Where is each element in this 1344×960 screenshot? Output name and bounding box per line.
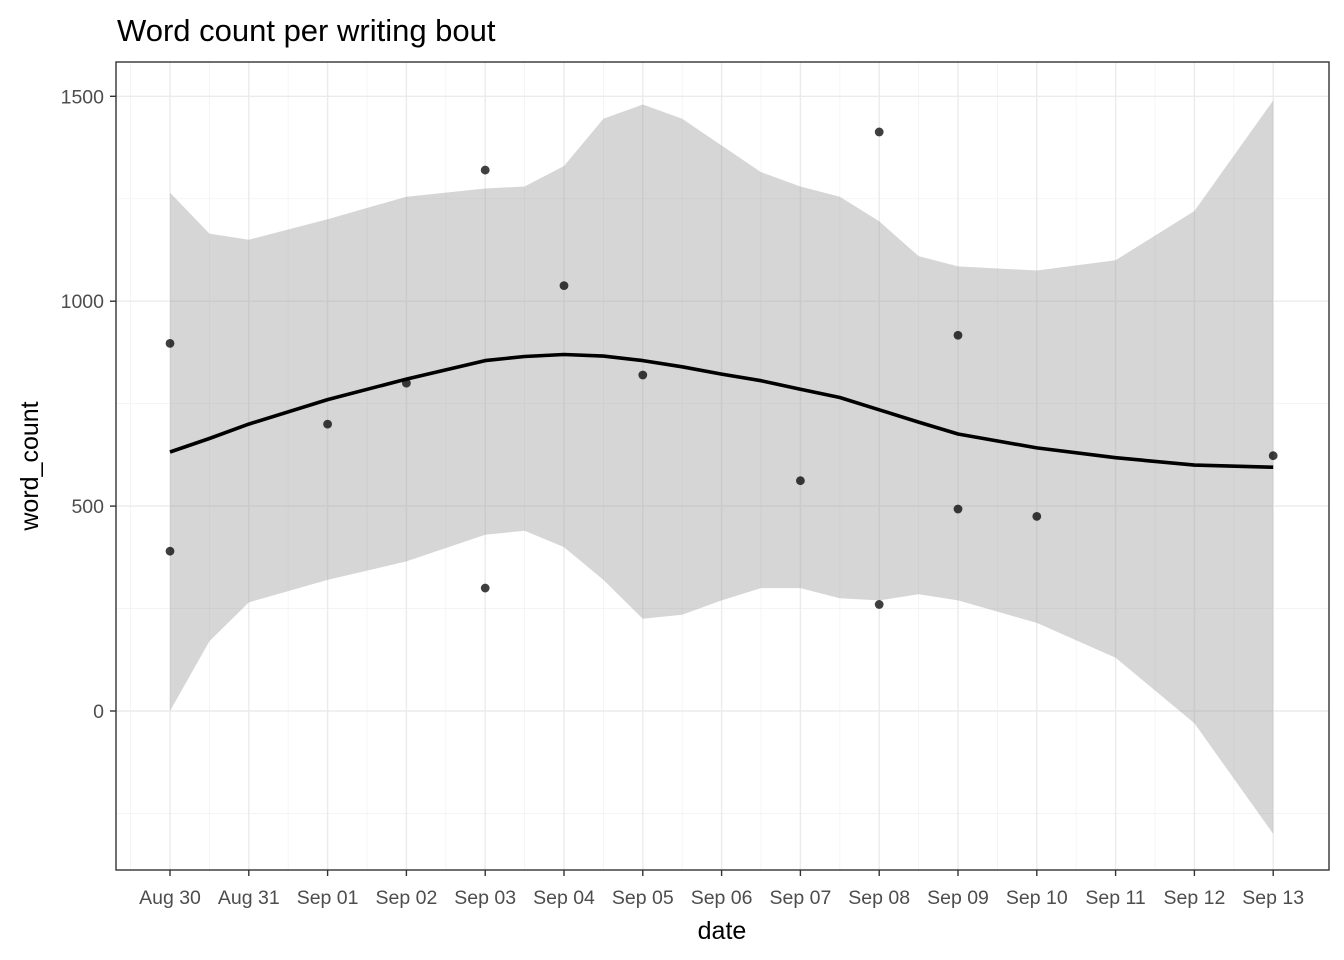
x-tick-label: Sep 02 xyxy=(375,887,437,909)
y-tick-label: 0 xyxy=(93,701,104,723)
confidence-ribbon xyxy=(170,100,1274,834)
x-tick-label: Sep 13 xyxy=(1242,887,1304,909)
data-points xyxy=(165,127,1278,609)
y-tick-label: 500 xyxy=(71,496,104,518)
x-tick-label: Sep 05 xyxy=(612,887,674,909)
x-tick-label: Sep 12 xyxy=(1163,887,1225,909)
data-point xyxy=(1268,451,1278,461)
data-point xyxy=(559,281,569,291)
smooth-trend-line xyxy=(169,352,1274,469)
y-tick-label: 1000 xyxy=(61,291,105,313)
x-tick-label: Sep 06 xyxy=(691,887,753,909)
y-axis: 0 500 1000 1500 xyxy=(61,86,116,723)
data-point xyxy=(165,339,175,348)
data-point xyxy=(953,504,963,514)
x-tick-label: Sep 09 xyxy=(927,887,989,909)
data-point xyxy=(402,378,411,388)
data-point xyxy=(480,583,490,593)
data-point xyxy=(638,370,648,380)
panel-border xyxy=(115,61,1330,871)
chart-title: Word count per writing bout xyxy=(117,13,496,48)
data-point xyxy=(1032,511,1042,521)
x-tick-label: Sep 08 xyxy=(848,887,910,909)
minor-gridlines xyxy=(116,62,1329,870)
data-point xyxy=(953,330,963,340)
x-tick-label: Sep 04 xyxy=(533,887,595,909)
data-point xyxy=(874,127,884,137)
data-point xyxy=(165,546,175,556)
data-point xyxy=(796,476,805,486)
x-tick-label: Sep 01 xyxy=(297,887,359,909)
x-tick-label: Sep 03 xyxy=(454,887,516,909)
data-point xyxy=(480,165,490,175)
x-tick-label: Sep 11 xyxy=(1085,887,1145,909)
y-axis-title: word_count xyxy=(16,401,44,531)
x-tick-label: Sep 07 xyxy=(769,887,831,909)
data-point xyxy=(874,600,884,609)
x-axis: Aug 30 Aug 31 Sep 01 Sep 02 Sep 03 Sep 04 Sep … xyxy=(139,870,1304,909)
y-tick-label: 1500 xyxy=(61,86,105,108)
major-gridlines xyxy=(116,62,1329,870)
data-point xyxy=(323,419,332,429)
x-tick-label: Aug 30 xyxy=(139,887,201,909)
x-tick-label: Aug 31 xyxy=(218,887,280,909)
x-axis-title: date xyxy=(698,917,747,945)
x-tick-label: Sep 10 xyxy=(1006,887,1068,909)
